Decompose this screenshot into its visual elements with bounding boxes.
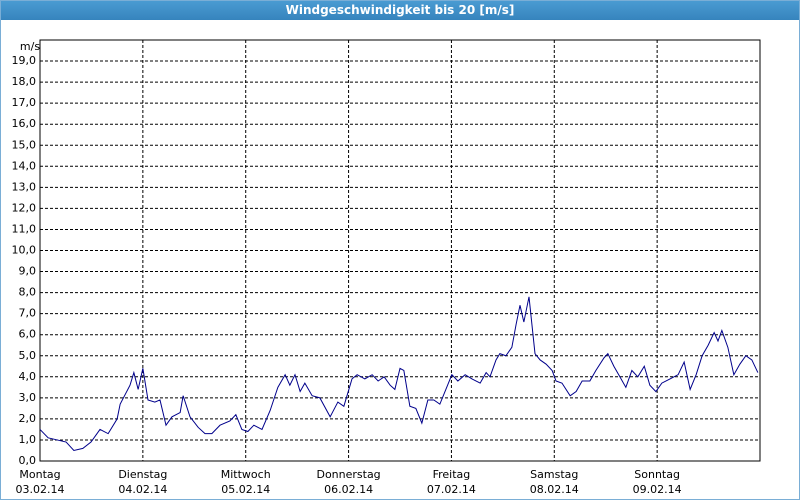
y-tick-label: 14,0 — [12, 159, 37, 172]
x-tick-date: 08.02.14 — [530, 483, 579, 496]
x-tick-label: Sonntag — [634, 468, 680, 481]
x-tick-date: 09.02.14 — [633, 483, 682, 496]
x-tick-date: 06.02.14 — [324, 483, 373, 496]
x-tick-label: Freitag — [433, 468, 471, 481]
data-line — [39, 296, 759, 452]
x-tick-date: 07.02.14 — [427, 483, 476, 496]
x-tick-label: Samstag — [530, 468, 578, 481]
y-tick-label: 9,0 — [19, 265, 37, 278]
y-tick-label: 13,0 — [12, 180, 37, 193]
x-tick-label: Mittwoch — [221, 468, 271, 481]
y-tick-label: 10,0 — [12, 244, 37, 257]
y-tick-label: 17,0 — [12, 96, 37, 109]
x-tick-label: Donnerstag — [316, 468, 380, 481]
y-axis-label: m/s — [20, 40, 40, 53]
y-tick-label: 0,0 — [19, 454, 37, 467]
y-tick-label: 6,0 — [19, 328, 37, 341]
y-tick-label: 3,0 — [19, 391, 37, 404]
y-tick-label: 5,0 — [19, 349, 37, 362]
x-tick-date: 04.02.14 — [118, 483, 167, 496]
title-bar: Windgeschwindigkeit bis 20 [m/s] — [1, 1, 799, 20]
x-tick-label: Dienstag — [118, 468, 167, 481]
x-tick-date: 03.02.14 — [16, 483, 65, 496]
y-tick-label: 2,0 — [19, 412, 37, 425]
y-tick-label: 12,0 — [12, 201, 37, 214]
y-tick-label: 4,0 — [19, 370, 37, 383]
x-tick-date: 05.02.14 — [221, 483, 270, 496]
y-tick-label: 18,0 — [12, 75, 37, 88]
y-tick-label: 16,0 — [12, 117, 37, 130]
y-tick-label: 15,0 — [12, 138, 37, 151]
y-tick-label: 11,0 — [12, 222, 37, 235]
y-tick-label: 19,0 — [12, 54, 37, 67]
plot-frame — [39, 39, 761, 462]
x-tick-label: Montag — [19, 468, 60, 481]
y-tick-label: 7,0 — [19, 307, 37, 320]
y-tick-label: 1,0 — [19, 433, 37, 446]
y-tick-label: 8,0 — [19, 286, 37, 299]
